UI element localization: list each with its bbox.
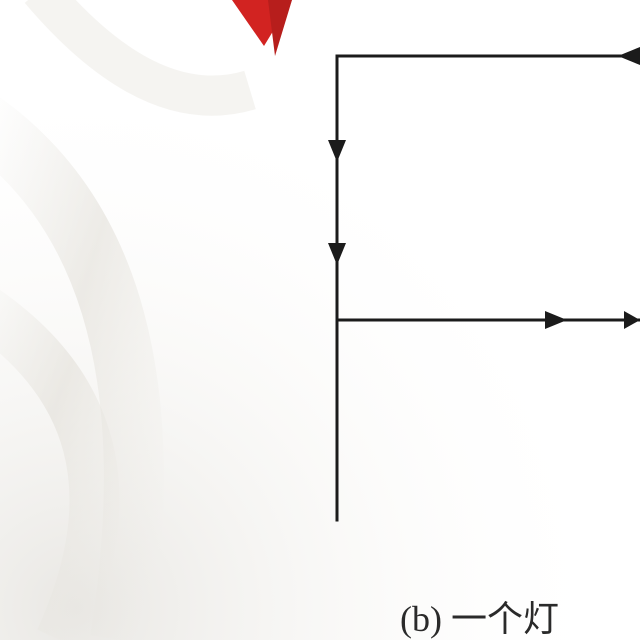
figure-caption: (b) 一个灯: [400, 590, 559, 640]
circuit-diagram: [0, 0, 640, 640]
figure-canvas: (b) 一个灯: [0, 0, 640, 640]
